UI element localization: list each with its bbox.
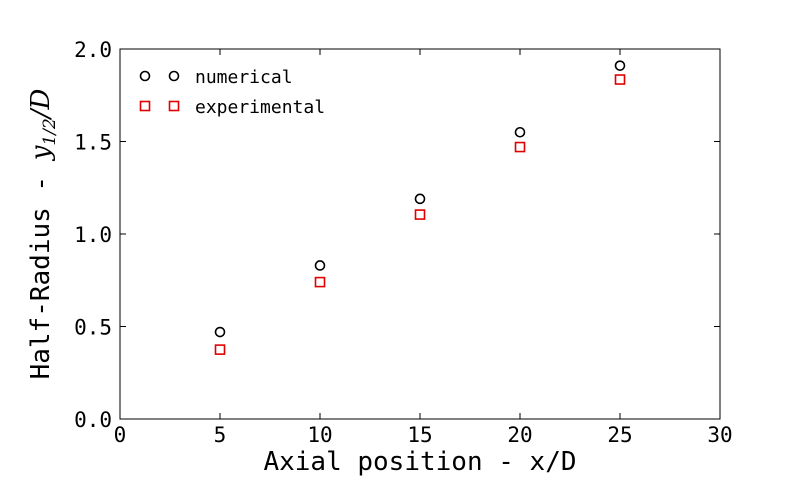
- legend-marker-experimental-1: [139, 100, 151, 112]
- experimental-point-1: [314, 276, 326, 288]
- experimental-point-3: [514, 141, 526, 153]
- x-tick-label-3: 15: [407, 423, 432, 447]
- y-tick-label-0: 0.0: [74, 408, 112, 432]
- numerical-point-2: [414, 193, 426, 205]
- numerical-point-4: [614, 60, 626, 71]
- y-axis-title-tail: /D: [26, 88, 56, 121]
- legend-marker-numerical-1: [139, 70, 151, 82]
- experimental-point-2: [414, 209, 426, 220]
- data-points: [214, 60, 626, 355]
- x-axis-title: Axial position - x/D: [263, 447, 576, 477]
- y-tick-label-4: 2.0: [74, 38, 112, 62]
- y-tick-label-3: 1.5: [74, 131, 112, 155]
- y-axis-title: Half-Radius - y1/2/D: [26, 88, 60, 379]
- legend-marker-numerical-2: [168, 70, 180, 82]
- y-axis-title-math: y: [26, 145, 56, 161]
- numerical-point-3: [514, 126, 526, 138]
- y-axis-title-subscript: 1/2: [40, 118, 60, 145]
- legend: numerical experimental: [139, 67, 325, 118]
- numerical-point-1: [314, 260, 326, 271]
- experimental-point-0: [214, 344, 226, 355]
- plot-frame: [119, 48, 721, 420]
- numerical-point-0: [214, 326, 226, 338]
- x-tick-label-4: 20: [507, 423, 532, 447]
- y-axis-title-text: Half-Radius -: [26, 160, 56, 379]
- x-tick-label-0: 0: [114, 423, 127, 447]
- legend-label-experimental: experimental: [195, 97, 325, 118]
- y-tick-label-1: 0.5: [74, 316, 112, 340]
- experimental-point-4: [614, 74, 626, 85]
- x-tick-label-2: 10: [307, 423, 332, 447]
- y-tick-label-2: 1.0: [74, 223, 112, 247]
- x-tick-label-1: 5: [214, 423, 227, 447]
- x-axis-ticks: 0 5 10 15 20 25 30: [114, 49, 733, 447]
- x-tick-label-5: 25: [607, 423, 632, 447]
- legend-marker-experimental-2: [168, 100, 180, 112]
- x-tick-label-6: 30: [707, 423, 732, 447]
- legend-label-numerical: numerical: [195, 67, 293, 88]
- y-axis-ticks: 0.0 0.5 1.0 1.5 2.0: [74, 38, 720, 432]
